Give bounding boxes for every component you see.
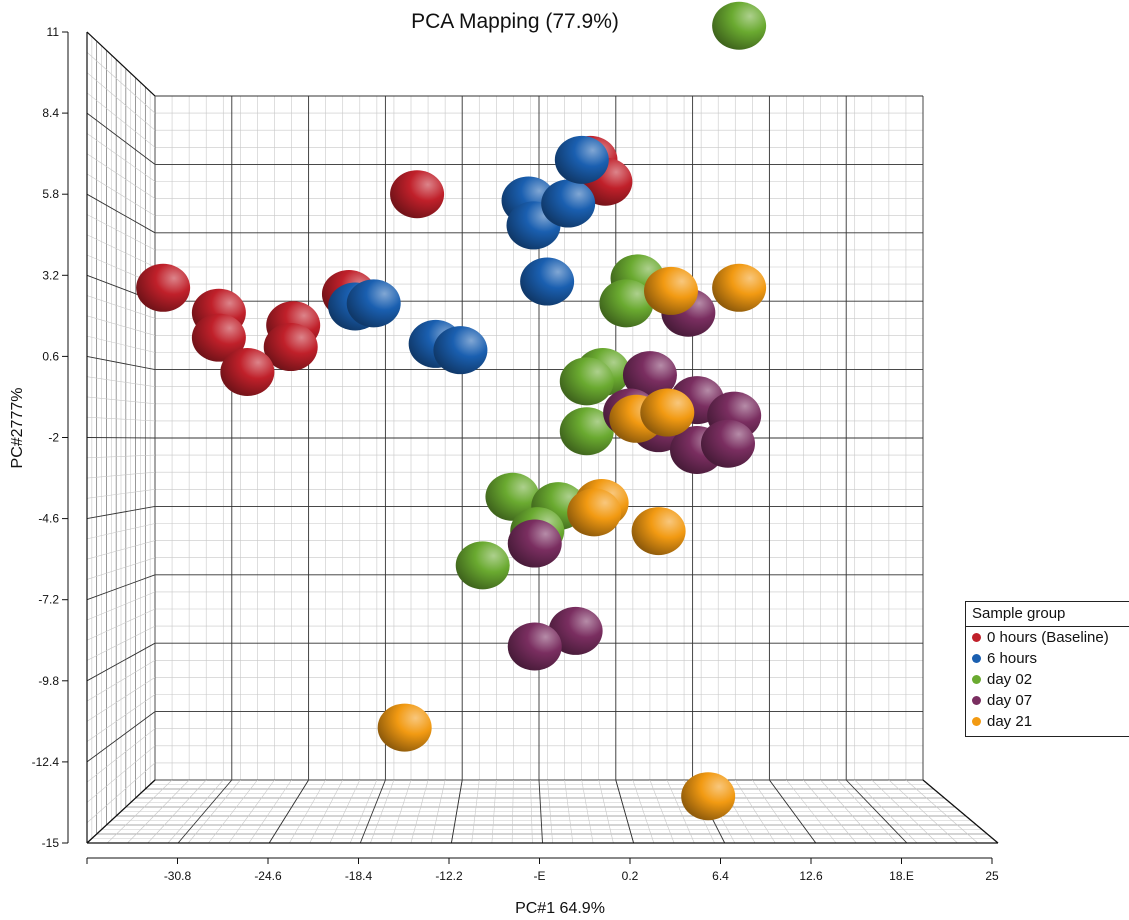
data-point [507,519,562,568]
data-point [220,347,275,396]
x-tick-label: 25 [985,869,999,883]
legend-item: day 07 [966,690,1129,711]
data-point [644,266,698,315]
x-tick-label: 0.2 [622,869,639,883]
y-axis-label: PC#2777% [9,388,26,469]
y-tick-label: -2 [48,431,59,445]
data-point [640,388,695,437]
y-tick-label: 11 [47,25,60,39]
x-tick-label: -E [534,869,546,883]
legend: Sample group 0 hours (Baseline) 6 hours da… [965,601,1129,737]
x-tick-label: -30.8 [164,869,192,883]
x-tick-label: 18.E [889,869,914,883]
data-point [559,407,614,456]
legend-label: 0 hours (Baseline) [987,629,1109,646]
legend-swatch [972,675,981,684]
data-point [136,263,191,312]
data-point [712,263,767,312]
legend-item: day 21 [966,711,1129,732]
legend-item: 6 hours [966,648,1129,669]
data-point [599,279,654,328]
x-tick-label: 6.4 [712,869,729,883]
chart-walls [86,31,999,844]
chart-title: PCA Mapping (77.9%) [411,10,619,33]
data-point [712,1,767,50]
data-point [507,622,562,671]
data-point [377,703,432,752]
legend-item: day 02 [966,669,1129,690]
data-point [559,357,614,406]
y-tick-label: 8.4 [42,106,59,120]
legend-item: 0 hours (Baseline) [966,627,1129,648]
legend-swatch [972,654,981,663]
data-point [520,257,575,306]
data-point [346,279,401,328]
x-tick-label: -24.6 [254,869,282,883]
data-point [541,179,596,228]
y-tick-label: -4.6 [38,512,59,526]
x-tick-label: -12.2 [435,869,463,883]
data-point [700,419,755,468]
data-point [433,326,488,375]
y-tick-label: -7.2 [38,593,59,607]
data-point [485,472,540,521]
data-point [567,488,622,537]
y-tick-label: 3.2 [42,268,59,282]
data-points [136,1,767,821]
y-tick-label: -12.4 [32,755,60,769]
legend-label: day 21 [987,713,1033,730]
y-tick-label: -15 [42,836,60,850]
legend-title: Sample group [966,602,1129,627]
data-point [191,313,246,362]
data-point [390,170,445,219]
legend-label: day 07 [987,692,1033,709]
legend-swatch [972,633,981,642]
data-point [263,323,318,372]
y-tick-label: 5.8 [42,187,59,201]
x-tick-label: -18.4 [345,869,373,883]
data-point [554,135,609,184]
data-point [622,351,677,400]
y-tick-label: -9.8 [38,674,59,688]
y-tick-label: 0.6 [42,349,59,363]
data-point [631,507,686,556]
x-tick-label: 12.6 [799,869,823,883]
legend-label: 6 hours [987,650,1038,667]
legend-swatch [972,696,981,705]
legend-swatch [972,717,981,726]
chart-axes: 11 8.4 5.8 3.2 0.6 -2 -4.6 -7.2 -9.8 -12.4 -15 -30.… [32,25,999,883]
data-point [455,541,510,590]
legend-label: day 02 [987,671,1033,688]
data-point [548,606,603,655]
data-point [681,772,736,821]
x-axis-label: PC#1 64.9% [515,900,605,917]
